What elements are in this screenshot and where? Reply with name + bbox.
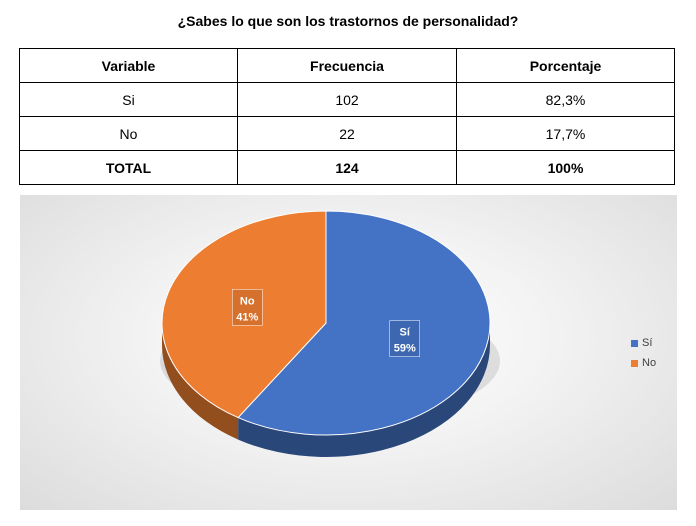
header-variable: Variable (19, 48, 238, 83)
cell-variable: No (19, 116, 238, 151)
cell-frecuencia: 124 (237, 150, 457, 185)
table-header-row: Variable Frecuencia Porcentaje (19, 48, 675, 83)
data-label-category-0: Sí (400, 327, 411, 339)
cell-porcentaje: 17,7% (456, 116, 675, 151)
header-porcentaje: Porcentaje (456, 48, 675, 83)
cell-porcentaje: 100% (456, 150, 675, 185)
pie-side-1 (162, 323, 239, 440)
header-frecuencia: Frecuencia (237, 48, 457, 83)
data-label-value-0: 59% (394, 343, 416, 355)
legend-label: Sí (642, 337, 653, 349)
data-label-box-0 (389, 320, 420, 357)
legend-item: No (631, 353, 656, 373)
table-row: Si 102 82,3% (19, 82, 675, 117)
pie-chart: Sí 59% No 41% Sí No (20, 195, 677, 510)
data-label-box-1 (232, 289, 263, 326)
pie-chart-svg: Sí 59% No 41% (160, 210, 500, 457)
legend-item: Sí (631, 333, 656, 353)
table-total-row: TOTAL 124 100% (19, 150, 675, 185)
pie-side-0 (238, 323, 490, 457)
frequency-table: Variable Frecuencia Porcentaje Si 102 82… (19, 48, 675, 185)
legend-label: No (642, 357, 657, 369)
table-row: No 22 17,7% (19, 116, 675, 151)
cell-frecuencia: 22 (237, 116, 457, 151)
legend-swatch (631, 359, 638, 367)
page-title: ¿Sabes lo que son los trastornos de pers… (177, 13, 519, 29)
legend-swatch (631, 339, 638, 347)
chart-legend: Sí No (631, 333, 656, 373)
cell-variable: Si (19, 82, 238, 117)
cell-variable: TOTAL (19, 150, 238, 185)
data-label-category-1: No (240, 295, 255, 307)
cell-porcentaje: 82,3% (456, 82, 675, 117)
cell-frecuencia: 102 (237, 82, 457, 117)
pie-slice-0 (237, 210, 491, 436)
data-label-value-1: 41% (236, 311, 258, 323)
